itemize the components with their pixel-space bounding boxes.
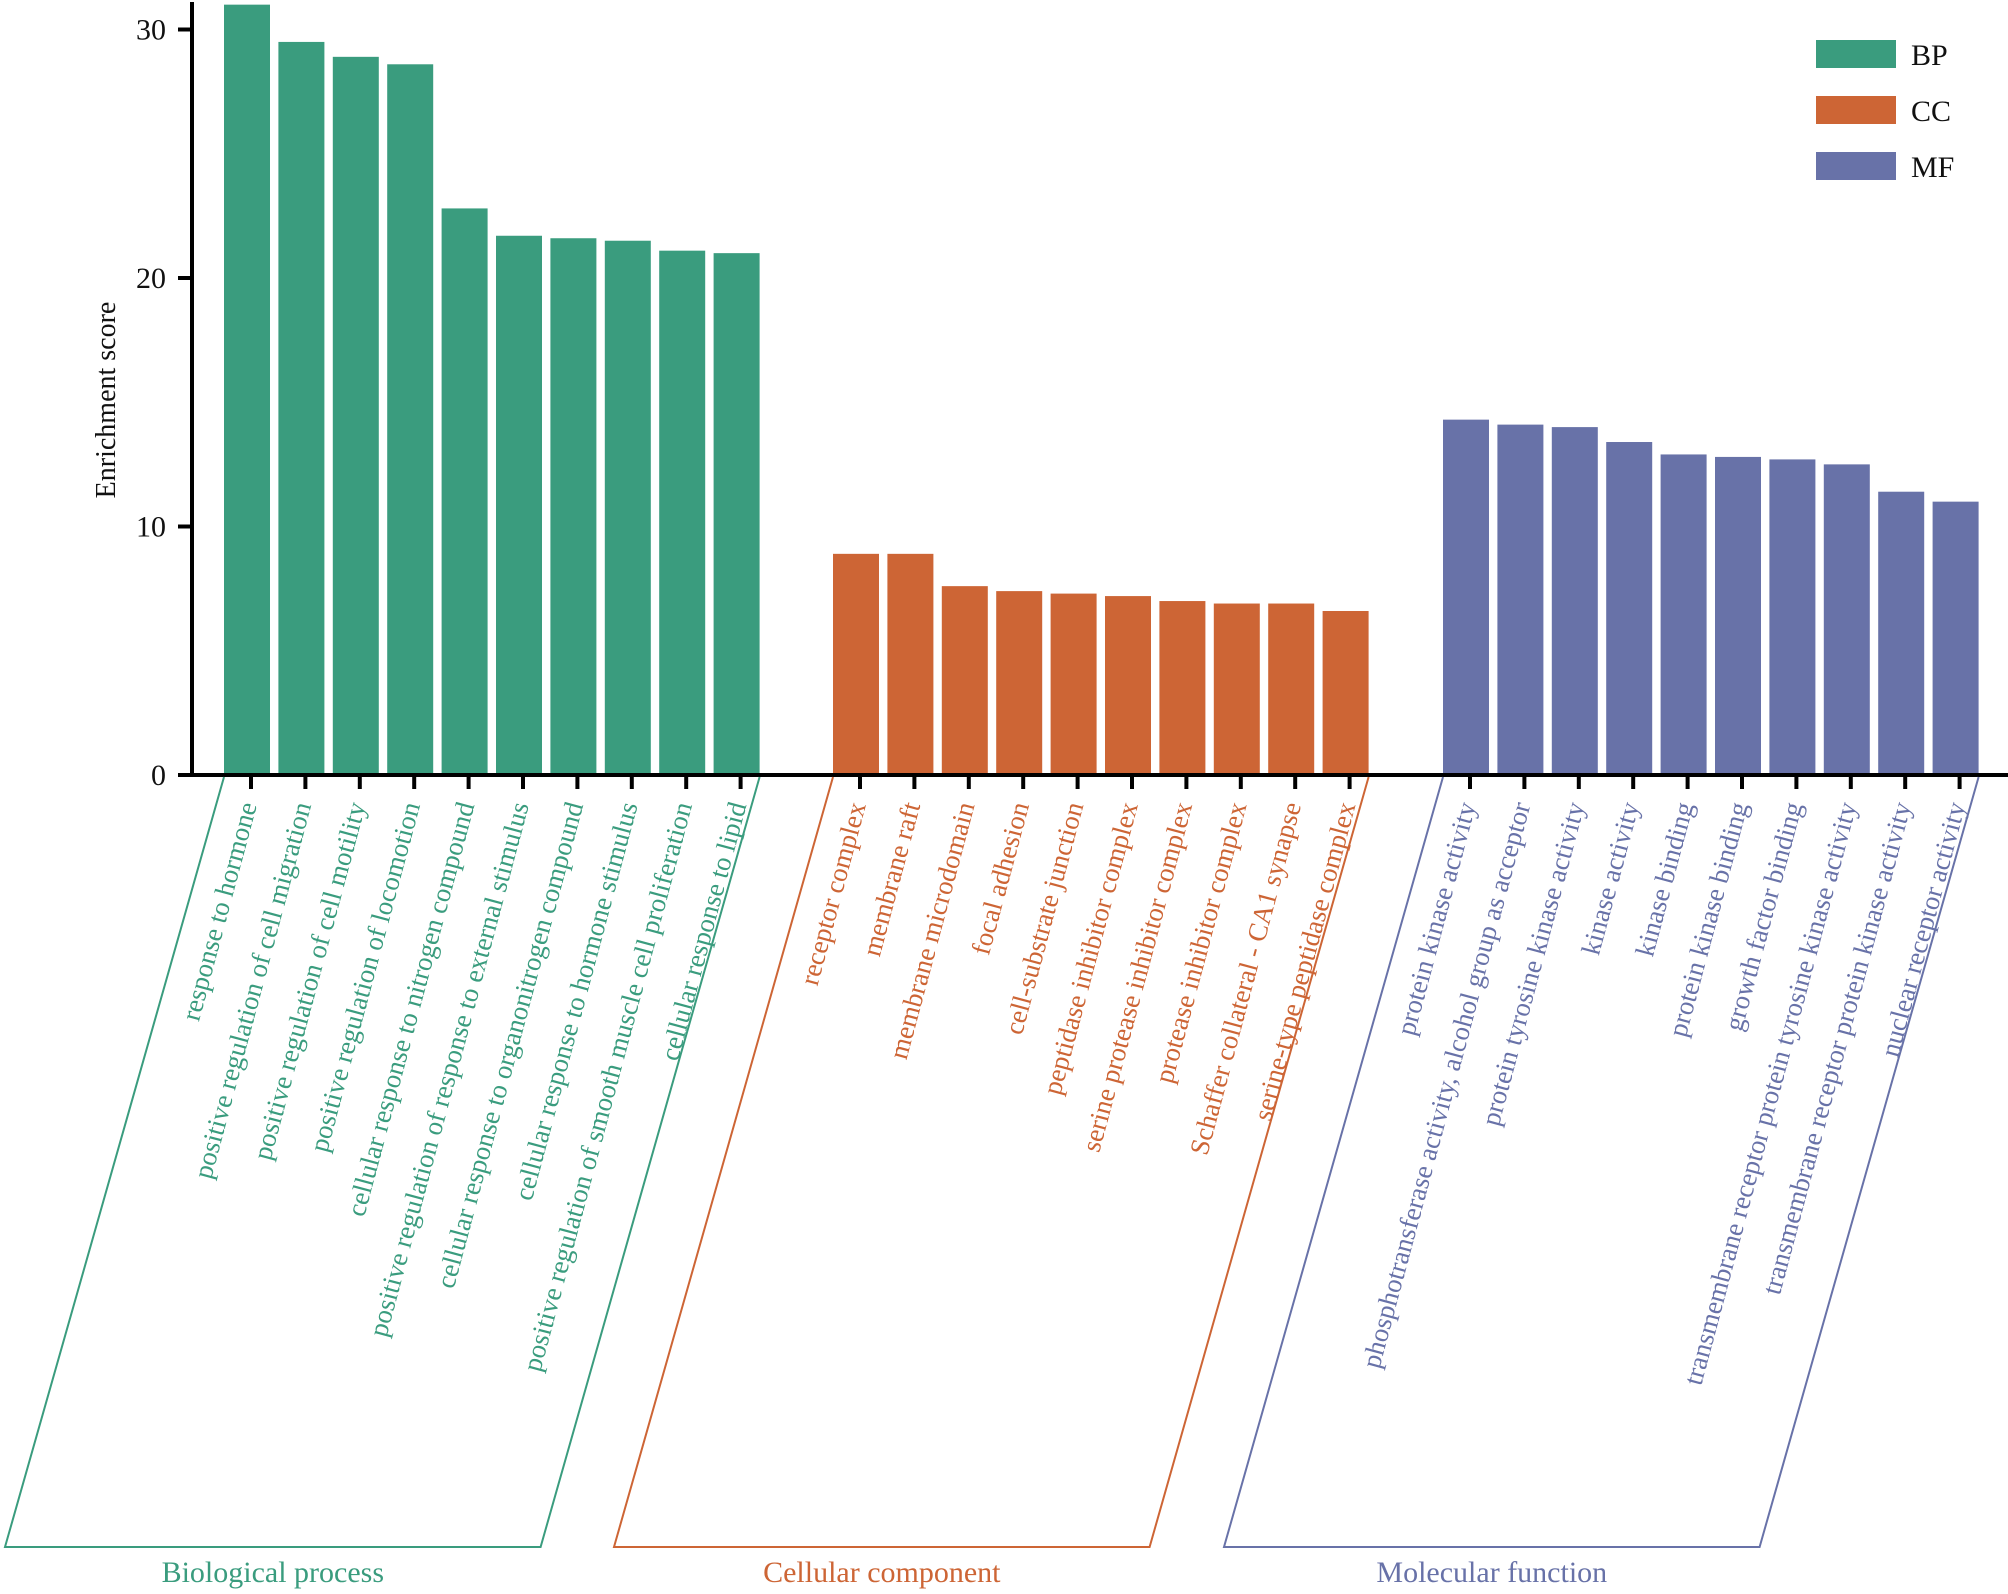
group-label-cc: Cellular component [763,1556,1001,1589]
group-brackets: Biological process Cellular component Mole… [3,776,1980,1589]
bar-cc [941,586,988,775]
bars-layer [224,4,1979,789]
y-tick-label: 0 [151,759,166,792]
bar-cc [1213,603,1260,775]
bar-mf [1443,419,1489,775]
bar-bp [496,235,542,775]
bar-bp [604,240,651,776]
category-label: receptor complex [794,798,872,988]
group-bracket-mf [1222,776,1980,1548]
y-axis-title: Enrichment score [91,302,122,499]
y-tick-label: 10 [136,511,166,544]
bar-cc [833,553,879,775]
group-label-bp: Biological process [162,1556,384,1589]
legend-swatch-cc [1816,96,1896,124]
bar-bp [441,208,488,776]
bar-cc [1050,593,1097,775]
bar-cc [887,553,934,775]
y-axis [190,2,2008,777]
group-bracket-cc [612,776,1370,1548]
bar-mf [1497,424,1544,775]
bar-cc [1105,596,1151,775]
bar-bp [387,64,434,776]
bar-bp [278,41,325,776]
legend: BP CC MF [1816,39,1954,184]
y-tick-label: 30 [136,14,166,47]
bar-mf [1606,442,1653,775]
bar-bp [332,56,379,775]
bar-bp [550,238,597,776]
legend-label-cc: CC [1911,95,1951,128]
bar-mf [1878,491,1925,775]
bar-mf [1769,459,1816,775]
bar-mf [1823,464,1870,775]
legend-swatch-bp [1816,40,1896,68]
y-ticks: 0 10 20 30 [136,14,192,792]
group-label-mf: Molecular function [1376,1556,1607,1589]
legend-swatch-mf [1816,152,1896,180]
bar-mf [1660,454,1707,775]
legend-label-bp: BP [1911,39,1948,72]
bar-cc [1159,601,1206,775]
bar-cc [1322,610,1369,775]
legend-label-mf: MF [1911,151,1954,184]
bar-mf [1932,501,1979,775]
bar-mf [1715,456,1761,775]
bar-mf [1551,427,1598,775]
bar-bp [659,250,706,776]
y-tick-label: 20 [136,262,166,295]
bar-cc [1268,603,1315,775]
bar-bp [224,4,270,775]
group-bracket-bp [3,776,761,1548]
bar-cc [996,591,1043,775]
bar-bp [713,253,760,775]
